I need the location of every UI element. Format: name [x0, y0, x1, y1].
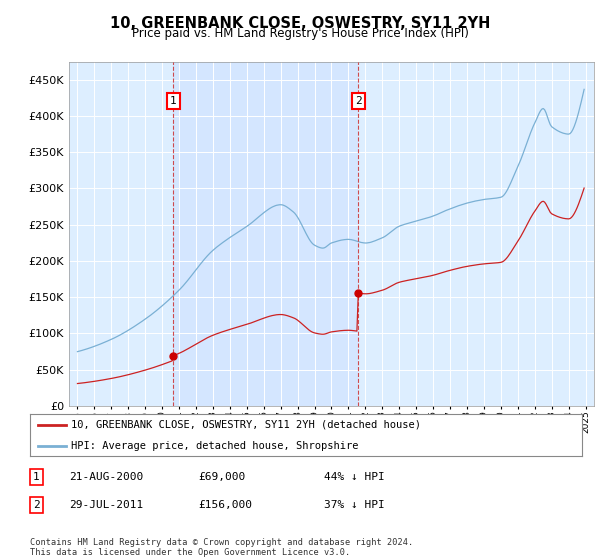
- Text: 2: 2: [355, 96, 362, 106]
- Text: Contains HM Land Registry data © Crown copyright and database right 2024.
This d: Contains HM Land Registry data © Crown c…: [30, 538, 413, 557]
- Text: 37% ↓ HPI: 37% ↓ HPI: [324, 500, 385, 510]
- Text: £156,000: £156,000: [198, 500, 252, 510]
- Text: 2: 2: [33, 500, 40, 510]
- Text: Price paid vs. HM Land Registry's House Price Index (HPI): Price paid vs. HM Land Registry's House …: [131, 27, 469, 40]
- Text: 21-AUG-2000: 21-AUG-2000: [69, 472, 143, 482]
- Bar: [173, 62, 358, 406]
- Text: HPI: Average price, detached house, Shropshire: HPI: Average price, detached house, Shro…: [71, 441, 359, 451]
- Text: 1: 1: [170, 96, 176, 106]
- Text: £69,000: £69,000: [198, 472, 245, 482]
- Text: 29-JUL-2011: 29-JUL-2011: [69, 500, 143, 510]
- Text: 1: 1: [33, 472, 40, 482]
- Text: 10, GREENBANK CLOSE, OSWESTRY, SY11 2YH: 10, GREENBANK CLOSE, OSWESTRY, SY11 2YH: [110, 16, 490, 31]
- Text: 44% ↓ HPI: 44% ↓ HPI: [324, 472, 385, 482]
- Text: 10, GREENBANK CLOSE, OSWESTRY, SY11 2YH (detached house): 10, GREENBANK CLOSE, OSWESTRY, SY11 2YH …: [71, 420, 421, 430]
